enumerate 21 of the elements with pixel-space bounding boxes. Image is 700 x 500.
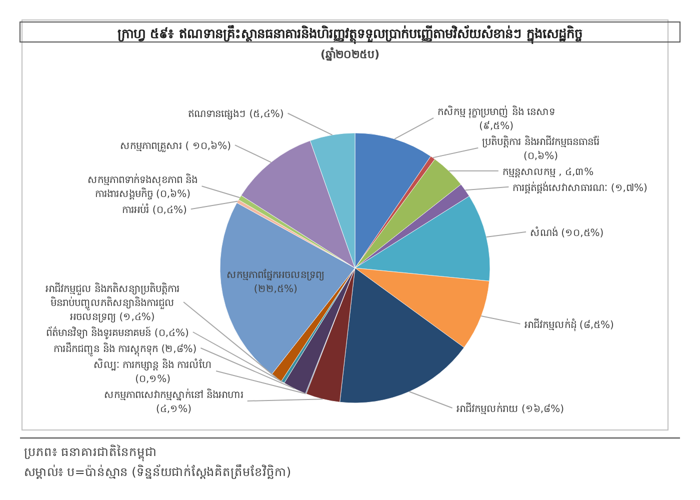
slice-label: ប្រតិបត្តិការ និងអាជីវកម្មធនធានរ៉ែ (០,៦%) xyxy=(482,134,600,162)
slice-label: ឥណទានផ្សេងៗ (៥,៤%) xyxy=(188,109,284,120)
slice-label: ព័ត៌មានវិទ្យា និងទូរគមនាគមន៍ (០,៤%) xyxy=(46,326,190,340)
slice-label: សំណង់ (១០,៥%) xyxy=(530,226,604,239)
slice-label: សកម្មភាពសេវាកម្មស្នាក់នៅ និងអាហារ (៤,១%) xyxy=(104,388,244,415)
slice-label: សិល្បៈ ការកម្សាន្ត និង ការលំហែ (០,១%) xyxy=(94,358,212,385)
slice-label: សកម្មភាពគ្រួសារ ( ១០,៦%) xyxy=(120,140,232,154)
slice-label: កម្មន្តសាលកម្ម , ៤,៣% xyxy=(502,166,594,178)
slice-label: ការអប់រំ (០,៤%) xyxy=(122,203,187,216)
text: ប្រភព៖ ធនាគារជាតិនៃកម្ពុជា xyxy=(24,444,157,462)
chart-title: ក្រាហ្វ ៥៩៖ ឥណទានគ្រឹះស្ថានធនាគារនិងហិរញ្ញវត្ថុទទួលប្រាក់បញ្ញើតាមវិស័យសំខាន់ៗ ក្នុងសេដ្ឋកិច្ច xyxy=(118,25,582,44)
slice-label: សកម្មភាពទាក់ទងសុខភាព និង ការងារសង្គមកិច្ច (០,៦%) xyxy=(88,173,198,200)
text: សម្គាល់៖ ប=ប៉ាន់ស្មាន (ទិន្នន័យជាក់ស្តែងគិតត្រឹមខែវិច្ឆិកា) xyxy=(24,464,292,479)
slice-label: ការដឹកជញ្ជូន និង ការស្តុកទុក (២,៨%) xyxy=(54,342,197,357)
slice-label: អាជីវកម្មលក់រាយ (១៦,៨%) xyxy=(456,402,564,415)
slice-label: កសិកម្ម រុក្ខាប្រមាញ់ និង នេសាទ (៩,៥%) xyxy=(438,104,556,132)
chart-subtitle: (ឆ្នាំ២០២៥ប) xyxy=(320,47,380,61)
slice-label: អាជីវកម្មលក់ដុំ (៨,៥%) xyxy=(524,318,614,332)
slice-label: ការផ្គត់ផ្គង់សេវាសាធារណៈ (១,៧%) xyxy=(512,180,648,194)
slice-label: សកម្មភាពផ្នែកអចលនទ្រព្យ (២២,៥%) xyxy=(226,268,325,296)
slice-label: អាជីវកម្មជួល និងភតិសន្យាប្រតិបត្តិការ មិនរាប់បញ្ចូលភតិសន្យានិងការជួល អចលនទ្រព្យ (១,៤%) xyxy=(45,282,180,323)
